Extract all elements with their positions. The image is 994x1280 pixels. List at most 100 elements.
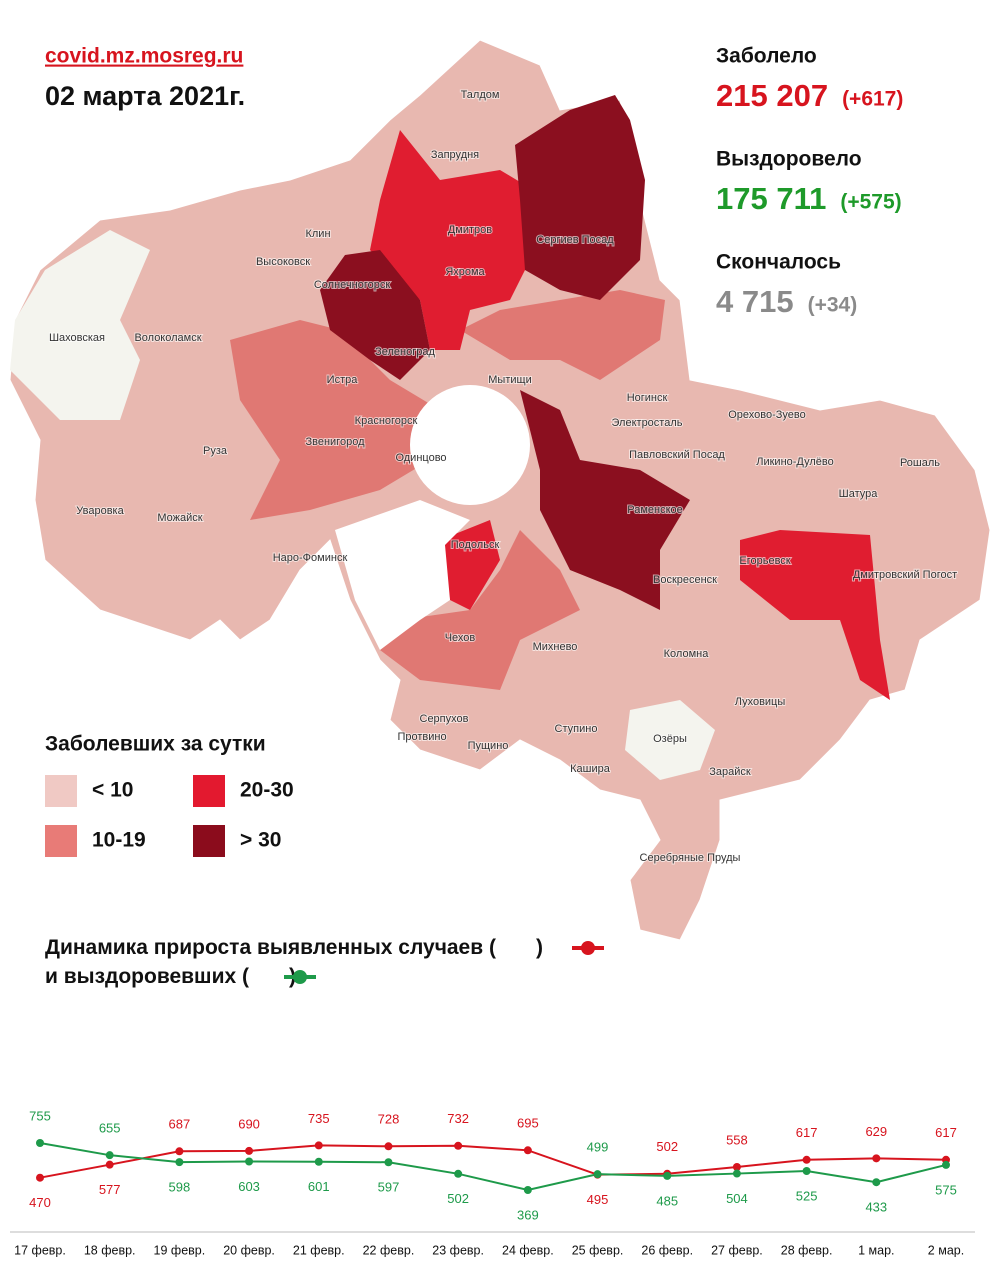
place-label: Красногорск bbox=[355, 415, 418, 427]
place-label: Павловский Посад bbox=[629, 449, 725, 461]
point bbox=[802, 1155, 811, 1164]
point bbox=[245, 1146, 254, 1155]
data-label: 603 bbox=[238, 1179, 260, 1194]
x-tick-label: 26 февр. bbox=[641, 1243, 693, 1257]
data-label: 558 bbox=[726, 1132, 748, 1147]
data-label: 485 bbox=[656, 1193, 678, 1208]
data-label: 495 bbox=[587, 1192, 609, 1207]
data-label: 499 bbox=[587, 1140, 609, 1155]
chart-title-part: и выздоровевших ( bbox=[45, 965, 249, 988]
place-label: Рошаль bbox=[900, 457, 940, 469]
point bbox=[454, 1141, 463, 1150]
point bbox=[384, 1142, 393, 1151]
data-label: 629 bbox=[865, 1124, 887, 1139]
point bbox=[454, 1169, 463, 1178]
site: covid.mz.mosreg.ru bbox=[45, 45, 243, 68]
stat-label: Скончалось bbox=[716, 251, 841, 274]
region bbox=[370, 130, 530, 350]
data-label: 433 bbox=[865, 1200, 887, 1215]
point bbox=[36, 1173, 44, 1182]
point bbox=[802, 1167, 811, 1176]
data-label: 575 bbox=[935, 1182, 957, 1197]
series-line bbox=[39, 1142, 947, 1192]
point bbox=[732, 1162, 741, 1171]
place-label: Кашира bbox=[570, 763, 611, 775]
place-label: Воскресенск bbox=[653, 574, 717, 586]
place-label: Ликино-Дулёво bbox=[756, 456, 834, 468]
region bbox=[460, 290, 665, 380]
line-chart: 17 февр. 18 февр. 19 февр. 20 февр. 21 февр.… bbox=[10, 1108, 975, 1257]
region bbox=[520, 390, 690, 610]
legend-swatch bbox=[45, 775, 77, 807]
region bbox=[515, 95, 645, 300]
point bbox=[663, 1171, 672, 1180]
place-label: Егорьевск bbox=[739, 555, 790, 567]
stat-change: (+575) bbox=[840, 191, 901, 214]
data-label: 617 bbox=[796, 1125, 818, 1140]
point bbox=[245, 1157, 254, 1166]
place-label: Дмитров bbox=[448, 224, 492, 236]
place-label: Одинцово bbox=[395, 452, 446, 464]
title-icon bbox=[572, 941, 604, 955]
place-label: Пущино bbox=[468, 740, 509, 752]
stat-label: Выздоровело bbox=[716, 148, 862, 171]
data-label: 502 bbox=[447, 1191, 469, 1206]
stat-label: Заболело bbox=[716, 45, 817, 68]
place-label: Раменское bbox=[627, 504, 683, 516]
point bbox=[36, 1139, 44, 1147]
x-tick-label: 27 февр. bbox=[711, 1243, 763, 1257]
legend-label: < 10 bbox=[92, 779, 133, 802]
x-tick-label: 1 мар. bbox=[858, 1243, 894, 1257]
point bbox=[314, 1141, 323, 1150]
place-label: Озёры bbox=[653, 733, 687, 745]
moscow bbox=[410, 385, 530, 505]
place-label: Шатура bbox=[839, 488, 879, 500]
x-tick-label: 23 февр. bbox=[432, 1243, 484, 1257]
place-label: Талдом bbox=[461, 89, 500, 101]
place-label: Ступино bbox=[555, 723, 598, 735]
place-label: Истра bbox=[327, 374, 359, 386]
x-tick-label: 19 февр. bbox=[154, 1243, 206, 1257]
data-label: 687 bbox=[169, 1117, 191, 1132]
region bbox=[320, 250, 430, 380]
place-label: Серпухов bbox=[420, 713, 469, 725]
data-label: 732 bbox=[447, 1111, 469, 1126]
place-label: Наро-Фоминск bbox=[273, 552, 348, 564]
place-label: Коломна bbox=[664, 648, 710, 660]
x-tick-label: 18 февр. bbox=[84, 1243, 136, 1257]
series-line bbox=[39, 1144, 947, 1179]
data-label: 695 bbox=[517, 1116, 539, 1131]
region bbox=[740, 530, 890, 700]
data-label: 690 bbox=[238, 1116, 260, 1131]
data-label: 525 bbox=[796, 1188, 818, 1203]
place-label: Запрудня bbox=[431, 149, 479, 161]
place-label: Орехово-Зуево bbox=[728, 409, 806, 421]
place-label: Волоколамск bbox=[134, 332, 201, 344]
region bbox=[380, 530, 580, 690]
chart-title-part: ) bbox=[536, 936, 543, 959]
moscow bbox=[335, 500, 470, 650]
stat-value: 4 715 bbox=[716, 284, 794, 319]
map-legend: < 10 10-19 20-30 > 30 bbox=[45, 775, 294, 857]
chart-title: Динамика прироста выявленных случаев () bbox=[45, 936, 543, 959]
point bbox=[175, 1158, 184, 1167]
stat-value: 175 711 bbox=[716, 181, 826, 216]
point bbox=[175, 1147, 184, 1156]
stat-value: 215 207 bbox=[716, 78, 828, 113]
legend-swatch bbox=[193, 775, 225, 807]
x-tick-label: 2 мар. bbox=[928, 1243, 964, 1257]
stat-change: (+617) bbox=[842, 88, 903, 111]
data-label: 597 bbox=[378, 1180, 400, 1195]
place-label: Солнечногорск bbox=[314, 279, 390, 291]
place-label: Высоковск bbox=[256, 256, 310, 268]
point bbox=[942, 1160, 950, 1169]
place-label: Можайск bbox=[157, 512, 202, 524]
region bbox=[625, 700, 715, 780]
x-tick-label: 25 февр. bbox=[572, 1243, 624, 1257]
legend-title: Заболевших за сутки bbox=[45, 733, 266, 756]
point bbox=[314, 1157, 323, 1166]
place-label: Ногинск bbox=[627, 392, 668, 404]
region bbox=[10, 230, 150, 420]
legend-label: 10-19 bbox=[92, 829, 146, 852]
